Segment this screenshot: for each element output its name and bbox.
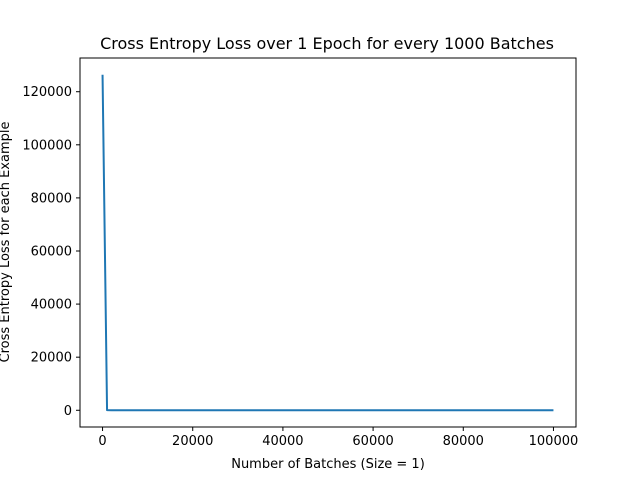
y-tick-label: 20000 bbox=[31, 351, 72, 366]
x-tick-label: 40000 bbox=[262, 434, 303, 449]
y-tick-label: 60000 bbox=[31, 244, 72, 259]
y-tick-label: 120000 bbox=[22, 85, 72, 100]
series-layer bbox=[101, 74, 554, 412]
x-tick-label: 100000 bbox=[529, 434, 579, 449]
series-line-loss bbox=[101, 74, 554, 412]
y-tick-label: 100000 bbox=[22, 138, 72, 153]
x-tick-label: 80000 bbox=[443, 434, 484, 449]
y-tick-label: 40000 bbox=[31, 298, 72, 313]
chart-title: Cross Entropy Loss over 1 Epoch for ever… bbox=[100, 34, 554, 53]
x-axis-label: Number of Batches (Size = 1) bbox=[231, 457, 425, 472]
plot-area-frame bbox=[79, 57, 577, 428]
x-tick-label: 0 bbox=[98, 434, 106, 449]
y-tick-label: 0 bbox=[64, 404, 72, 419]
y-tick-label: 80000 bbox=[31, 191, 72, 206]
y-axis-ticks: 0 20000 40000 60000 80000 100000 120000 bbox=[22, 85, 80, 419]
x-tick-label: 20000 bbox=[172, 434, 213, 449]
x-tick-label: 60000 bbox=[352, 434, 393, 449]
y-axis-label: Cross Entropy Loss for each Example bbox=[0, 122, 13, 363]
x-axis-ticks: 0 20000 40000 60000 80000 100000 bbox=[98, 427, 578, 449]
